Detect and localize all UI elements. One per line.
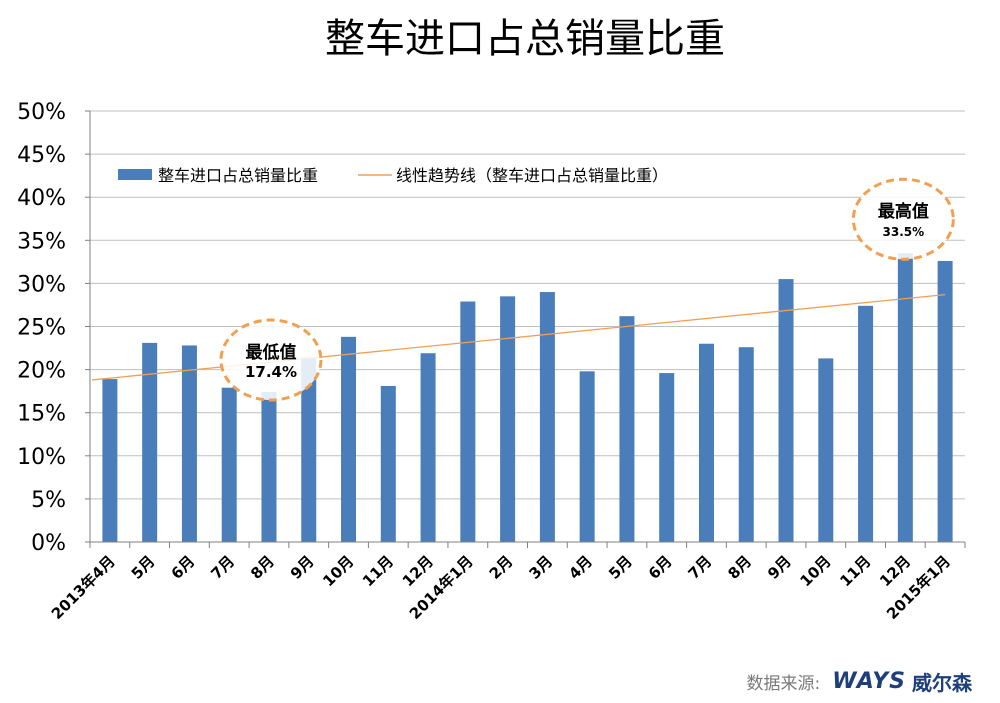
bar	[698, 343, 714, 542]
y-tick-label: 5%	[31, 488, 66, 513]
y-tick-label: 0%	[31, 531, 66, 556]
x-tick-label: 11月	[359, 552, 397, 590]
bar	[460, 301, 476, 542]
bar	[221, 387, 237, 542]
bar	[778, 279, 794, 542]
data-source: 数据来源: WAYS 威尔森	[747, 664, 973, 698]
source-label: 数据来源:	[746, 673, 821, 694]
x-tick-label: 3月	[525, 552, 556, 583]
y-tick-label: 40%	[17, 186, 66, 211]
y-axis: 0% 5% 10% 15% 20% 25% 30% 35% 40% 45% 50%	[17, 100, 91, 556]
y-tick-label: 35%	[17, 229, 66, 254]
x-tick-label: 9月	[287, 552, 318, 583]
y-tick-label: 45%	[17, 143, 66, 168]
x-tick-label: 2月	[486, 552, 517, 583]
bar	[102, 379, 118, 542]
logo-text-cn: 威尔森	[912, 670, 972, 695]
bar	[738, 347, 754, 542]
trendline	[91, 293, 946, 381]
legend: 整车进口占总销量比重 线性趋势线（整车进口占总销量比重）	[118, 166, 668, 185]
bar	[380, 385, 396, 542]
bar	[420, 353, 436, 542]
bar	[261, 392, 277, 542]
annotation-value: 33.5%	[883, 225, 925, 239]
bar	[500, 296, 516, 542]
logo-text-en: WAYS	[832, 668, 906, 694]
y-tick-label: 20%	[17, 359, 66, 384]
bar	[818, 358, 834, 542]
x-tick-label: 8月	[247, 552, 278, 583]
bar	[539, 292, 555, 542]
annotation-circle	[851, 177, 955, 261]
x-tick-label: 6月	[168, 552, 199, 583]
x-tick-label: 5月	[605, 552, 636, 583]
x-tick-label: 2013年4月	[48, 552, 119, 623]
bar	[897, 253, 913, 543]
y-tick-label: 10%	[17, 445, 66, 470]
y-tick-label: 30%	[17, 272, 66, 297]
bar	[858, 305, 874, 542]
y-tick-label: 50%	[17, 100, 66, 125]
x-tick-label: 10月	[319, 552, 357, 590]
bar	[579, 371, 595, 542]
legend-label-trend: 线性趋势线（整车进口占总销量比重）	[396, 166, 668, 185]
bar	[181, 345, 197, 542]
x-tick-label: 8月	[724, 552, 755, 583]
x-tick-label: 7月	[207, 552, 238, 583]
annotation-circle	[219, 318, 323, 402]
x-tick-label: 7月	[685, 552, 716, 583]
x-tick-label: 9月	[764, 552, 795, 583]
chart-title: 整车进口占总销量比重	[325, 16, 725, 62]
bar	[142, 342, 158, 542]
bar	[341, 336, 357, 542]
x-tick-label: 6月	[645, 552, 676, 583]
x-tick-label: 10月	[797, 552, 835, 590]
trendline-line	[91, 293, 946, 381]
annotation-value: 17.4%	[245, 363, 297, 381]
bars	[102, 253, 953, 543]
annotation-label: 最低值	[245, 342, 296, 363]
x-tick-label: 4月	[565, 552, 596, 583]
annotation-label: 最高值	[878, 201, 929, 222]
x-tick-label: 11月	[836, 552, 874, 590]
bar	[619, 316, 635, 542]
bar	[301, 357, 317, 542]
ways-logo: WAYS 威尔森	[832, 667, 972, 696]
legend-swatch-bars	[118, 169, 152, 180]
x-tick-label: 5月	[128, 552, 159, 583]
bar	[659, 373, 675, 542]
y-tick-label: 25%	[17, 316, 66, 341]
legend-label-bars: 整车进口占总销量比重	[158, 166, 318, 185]
y-tick-label: 15%	[17, 402, 66, 427]
annotation: 最高值 33.5%	[851, 177, 955, 261]
bar	[937, 260, 953, 542]
